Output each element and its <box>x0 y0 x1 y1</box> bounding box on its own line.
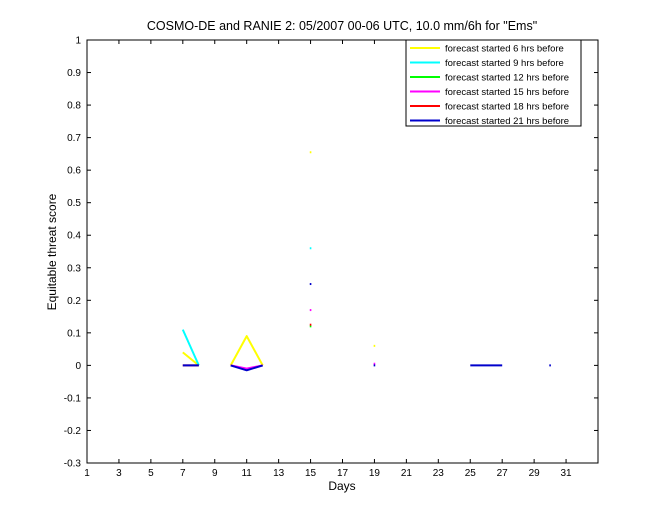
legend-label: forecast started 18 hrs before <box>445 102 569 113</box>
x-tick-label: 23 <box>433 468 445 479</box>
y-axis-label: Equitable threat score <box>45 193 59 310</box>
y-tick-label: 0.9 <box>67 68 81 79</box>
series-6 <box>182 283 551 372</box>
series-line <box>181 329 200 366</box>
x-tick-label: 5 <box>148 468 154 479</box>
y-tick-label: 0.3 <box>67 263 81 274</box>
y-tick-label: -0.2 <box>64 426 82 437</box>
y-tick-label: 0.2 <box>67 296 81 307</box>
x-tick-label: 11 <box>241 468 252 479</box>
series-2 <box>181 247 312 366</box>
x-tick-label: 21 <box>401 468 413 479</box>
series-1 <box>182 151 376 367</box>
x-tick-label: 19 <box>369 468 381 479</box>
legend-label: forecast started 9 hrs before <box>445 58 564 69</box>
y-axis: -0.3 -0.2 -0.1 0 0.1 0.2 0.3 0.4 0.5 0.6 0.7 0.8 0.9… <box>64 36 598 470</box>
y-tick-label: 1 <box>75 36 81 47</box>
y-tick-label: -0.1 <box>64 393 82 404</box>
x-tick-label: 15 <box>305 468 317 479</box>
legend-label: forecast started 21 hrs before <box>445 116 569 127</box>
x-tick-label: 17 <box>337 468 349 479</box>
x-tick-label: 7 <box>180 468 186 479</box>
legend-box <box>405 39 582 127</box>
chart-title: COSMO-DE and RANIE 2: 05/2007 00-06 UTC,… <box>147 19 537 33</box>
x-tick-label: 1 <box>84 468 90 479</box>
series-line <box>229 335 264 366</box>
y-tick-label: 0.4 <box>67 231 81 242</box>
y-tick-label: 0.6 <box>67 166 81 177</box>
y-tick-label: 0.1 <box>67 328 81 339</box>
x-axis-label: Days <box>328 479 355 493</box>
legend-label: forecast started 15 hrs before <box>445 87 569 98</box>
x-tick-label: 27 <box>497 468 509 479</box>
x-tick-label: 31 <box>561 468 573 479</box>
x-tick-label: 29 <box>529 468 541 479</box>
y-tick-label: -0.3 <box>64 459 82 470</box>
x-tick-label: 3 <box>116 468 122 479</box>
y-tick-label: 0.7 <box>67 133 81 144</box>
series-line <box>230 364 263 372</box>
y-tick-label: 0.5 <box>67 198 81 209</box>
legend-label: forecast started 6 hrs before <box>445 44 564 55</box>
x-tick-label: 13 <box>273 468 285 479</box>
x-tick-label: 9 <box>212 468 218 479</box>
series-layer <box>181 151 551 372</box>
x-tick-label: 25 <box>465 468 477 479</box>
y-tick-label: 0 <box>75 361 81 372</box>
legend: forecast started 6 hrs before forecast st… <box>405 39 582 127</box>
y-tick-label: 0.8 <box>67 101 81 112</box>
series-line <box>182 351 200 367</box>
legend-label: forecast started 12 hrs before <box>445 73 569 84</box>
